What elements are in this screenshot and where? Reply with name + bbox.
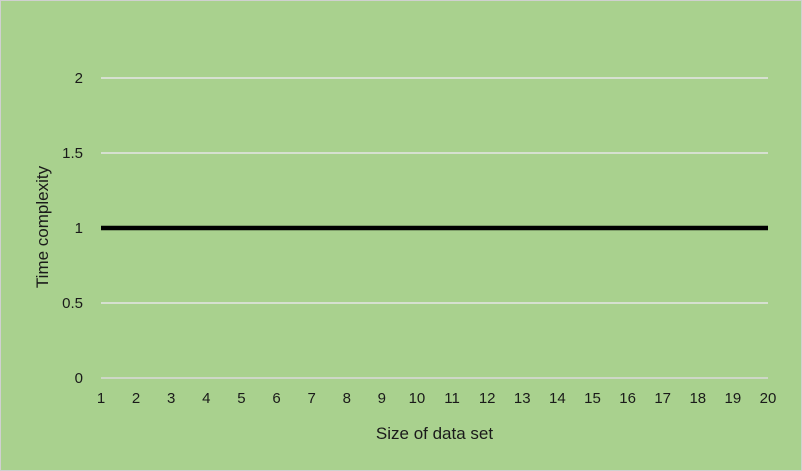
x-tick-label: 15	[584, 390, 601, 407]
x-tick-label: 17	[654, 390, 671, 407]
x-tick-label: 4	[202, 390, 210, 407]
y-tick-label: 0.5	[62, 295, 83, 312]
x-tick-label: 13	[514, 390, 531, 407]
x-tick-label: 9	[378, 390, 386, 407]
x-tick-label: 12	[479, 390, 496, 407]
x-tick-label: 19	[725, 390, 742, 407]
x-tick-label: 10	[409, 390, 426, 407]
x-axis-title: Size of data set	[376, 424, 493, 443]
x-tick-label: 7	[307, 390, 315, 407]
x-tick-label: 1	[97, 390, 105, 407]
x-tick-label: 14	[549, 390, 566, 407]
x-tick-label: 6	[272, 390, 280, 407]
x-tick-label: 8	[343, 390, 351, 407]
x-tick-label: 16	[619, 390, 636, 407]
x-tick-label: 5	[237, 390, 245, 407]
y-tick-label: 1	[75, 220, 83, 237]
x-tick-label: 18	[689, 390, 706, 407]
x-tick-label: 11	[444, 390, 460, 407]
y-tick-label: 0	[75, 370, 83, 387]
y-tick-label: 1.5	[62, 145, 83, 162]
x-tick-labels: 1 2 3 4 5 6 7 8 9 10 11 12 13 14 15 16 17 18 19 20	[97, 390, 777, 407]
y-tick-labels: 0 0.5 1 1.5 2	[62, 70, 83, 387]
x-tick-label: 3	[167, 390, 175, 407]
x-tick-label: 2	[132, 390, 140, 407]
y-axis-title: Time complexity	[33, 165, 52, 288]
x-tick-label: 20	[760, 390, 777, 407]
y-tick-label: 2	[75, 70, 83, 87]
